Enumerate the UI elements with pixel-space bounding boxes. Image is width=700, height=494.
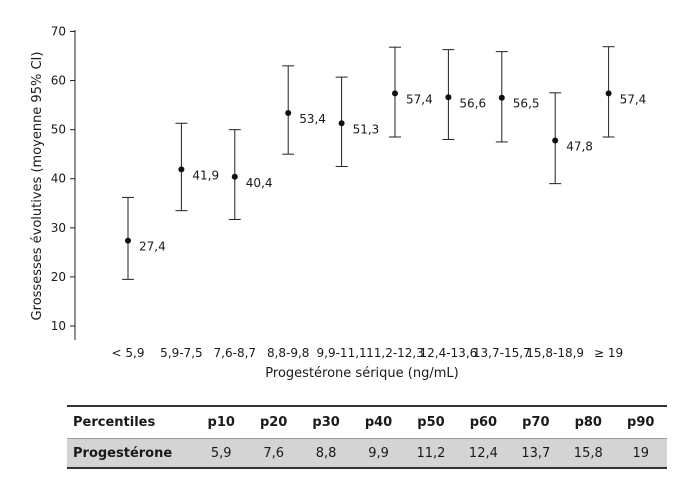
percentile-header-cell: p80 [562, 405, 615, 439]
x-tick-label: 7,6-8,7 [214, 346, 257, 360]
error-bar-group: 53,4 [282, 65, 326, 155]
x-tick-label: 8,8-9,8 [267, 346, 310, 360]
mean-point [285, 109, 292, 116]
mean-value-label: 57,4 [620, 92, 647, 106]
mean-value-label: 40,4 [246, 176, 273, 190]
data-marks: 27,4 41,9 40,4 53,4 51,3 57,4 56,6 56,5 47,8 57,4 [122, 46, 647, 280]
progesterone-value-cell: 15,8 [562, 438, 615, 469]
percentile-header-cell: p10 [195, 405, 248, 439]
x-axis: < 5,9 5,9-7,5 7,6-8,7 8,8-9,8 9,9-11,1 11,2-1… [112, 346, 624, 360]
mean-value-label: 47,8 [566, 139, 593, 153]
table-row-label: Progestérone [67, 438, 195, 469]
mean-point [231, 173, 238, 180]
percentile-header-cell: p90 [614, 405, 667, 439]
mean-point [125, 237, 131, 244]
x-tick-label: 15,8-18,9 [526, 346, 584, 360]
mean-value-label: 56,6 [459, 96, 486, 110]
mean-value-label: 41,9 [192, 168, 219, 182]
percentile-header-cell: p40 [352, 405, 405, 439]
y-tick-label: 20 [51, 270, 66, 284]
error-bar-group: 57,4 [602, 46, 647, 138]
percentile-header-cell: p30 [299, 405, 353, 439]
y-tick-label: 40 [51, 172, 66, 186]
error-bar-group: 41,9 [175, 122, 219, 212]
percentile-header-cell: p60 [457, 405, 510, 439]
y-axis: 10 20 30 40 50 60 70 [51, 24, 76, 340]
y-tick-label: 50 [51, 123, 66, 137]
y-axis-title: Grossesses évolutives (moyenne 95% CI) [30, 52, 45, 321]
x-tick-label: 5,9-7,5 [160, 346, 203, 360]
percentile-header-cell: p50 [404, 405, 458, 439]
mean-value-label: 57,4 [406, 92, 433, 106]
progesterone-value-cell: 19 [614, 438, 667, 469]
y-tick-label: 60 [51, 74, 66, 88]
progesterone-value-cell: 13,7 [509, 438, 563, 469]
progesterone-value-cell: 7,6 [247, 438, 300, 469]
mean-point [178, 166, 185, 173]
progesterone-value-cell: 12,4 [457, 438, 510, 469]
percentile-header-cell: p20 [247, 405, 300, 439]
progesterone-row: Progestérone 5,9 7,6 8,8 9,9 11,2 12,4 13,7 15,… [67, 438, 667, 469]
x-tick-label: < 5,9 [112, 346, 145, 360]
error-bar-group: 56,6 [442, 49, 486, 140]
mean-point [498, 94, 505, 101]
mean-value-label: 51,3 [353, 122, 380, 136]
mean-value-label: 27,4 [139, 240, 166, 254]
x-tick-label: 12,4-13,6 [420, 346, 478, 360]
mean-point [338, 120, 345, 127]
error-bar-chart: 10 20 30 40 50 60 70 < 5,9 5,9-7,5 7,6-8,7 8,8-9,… [30, 24, 647, 381]
x-tick-label: 13,7-15,7 [473, 346, 531, 360]
progesterone-value-cell: 8,8 [299, 438, 353, 469]
table-header-label: Percentiles [67, 405, 195, 439]
percentile-header-cell: p70 [509, 405, 563, 439]
percentile-table: Percentiles p10 p20 p30 p40 p50 p60 p70 p80 p90 … [67, 405, 667, 469]
mean-point [552, 137, 559, 144]
y-tick-label: 70 [51, 24, 66, 38]
y-tick-label: 10 [51, 319, 66, 333]
y-tick-label: 30 [51, 221, 66, 235]
mean-point [392, 90, 398, 97]
mean-point [605, 90, 612, 97]
mean-value-label: 53,4 [299, 112, 326, 126]
error-bar-group: 56,5 [495, 51, 540, 143]
x-tick-label: 11,2-12,3 [366, 346, 424, 360]
progesterone-value-cell: 11,2 [404, 438, 458, 469]
x-tick-label: ≥ 19 [594, 346, 623, 360]
error-bar-group: 57,4 [389, 46, 433, 138]
mean-value-label: 56,5 [513, 97, 540, 111]
x-tick-label: 9,9-11,1 [317, 346, 367, 360]
error-bar-group: 51,3 [335, 76, 380, 167]
x-axis-title: Progestérone sérique (ng/mL) [265, 366, 458, 381]
progesterone-value-cell: 9,9 [352, 438, 405, 469]
error-bar-group: 40,4 [228, 129, 273, 220]
error-bar-group: 47,8 [549, 92, 593, 185]
percentile-header-row: Percentiles p10 p20 p30 p40 p50 p60 p70 p80 p90 [67, 405, 667, 439]
progesterone-value-cell: 5,9 [195, 438, 248, 469]
error-bar-group: 27,4 [122, 196, 166, 280]
mean-point [445, 94, 452, 101]
